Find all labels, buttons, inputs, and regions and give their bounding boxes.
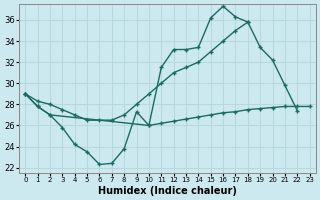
X-axis label: Humidex (Indice chaleur): Humidex (Indice chaleur)	[98, 186, 237, 196]
